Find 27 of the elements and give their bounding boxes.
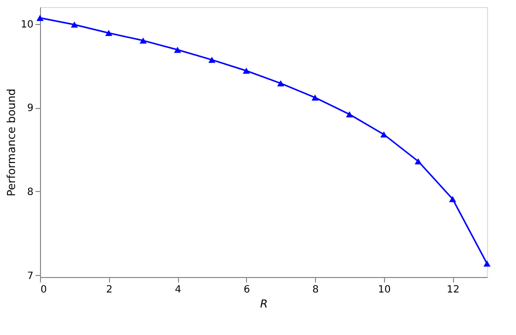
y-tick-label: 8 bbox=[27, 186, 34, 198]
x-tick-label: 12 bbox=[446, 284, 460, 296]
x-tick-label: 2 bbox=[106, 284, 112, 296]
point bbox=[105, 30, 112, 36]
point bbox=[174, 46, 182, 53]
point bbox=[483, 260, 491, 267]
point bbox=[208, 56, 216, 63]
x-tick-label: 6 bbox=[244, 284, 250, 296]
x-tick-label: 4 bbox=[174, 284, 182, 296]
point bbox=[380, 131, 388, 138]
point bbox=[36, 14, 44, 21]
point bbox=[346, 111, 353, 118]
x-tick-label: 10 bbox=[378, 284, 391, 296]
y-tick-label: 9 bbox=[27, 103, 34, 114]
point bbox=[449, 196, 456, 202]
point bbox=[414, 158, 422, 164]
point bbox=[140, 37, 147, 44]
y-tick-label: 7 bbox=[27, 270, 34, 282]
point bbox=[70, 22, 78, 28]
point bbox=[277, 80, 284, 86]
y-tick-label: 10 bbox=[20, 19, 34, 30]
point bbox=[312, 94, 319, 101]
x-tick-label: 8 bbox=[312, 284, 319, 296]
point bbox=[242, 68, 250, 74]
x-axis-title: R bbox=[260, 298, 268, 310]
x-tick-label: 0 bbox=[40, 284, 47, 296]
y-axis-title: Performance bound bbox=[4, 88, 18, 196]
